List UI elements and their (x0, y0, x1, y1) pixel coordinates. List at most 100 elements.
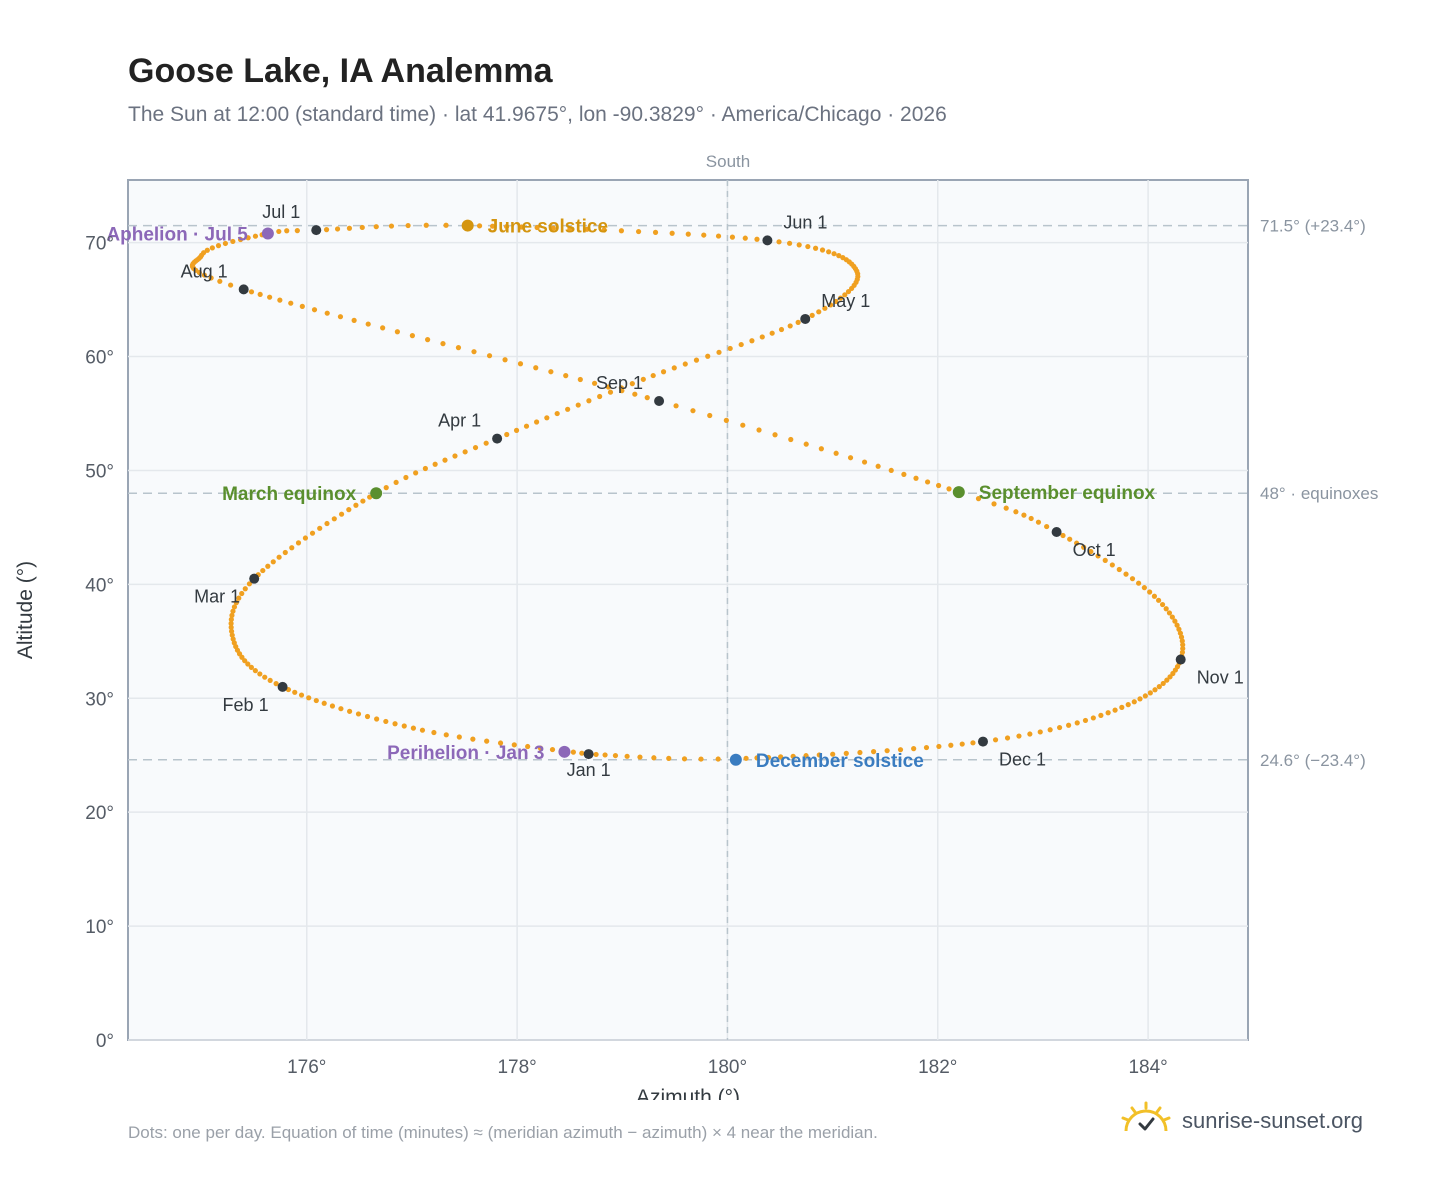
daily-sun-dot (260, 567, 266, 574)
daily-sun-dot (602, 752, 608, 758)
daily-sun-dot (392, 721, 398, 727)
daily-sun-dot (292, 689, 298, 695)
event-label: Aphelion · Jul 5 (106, 225, 248, 246)
daily-sun-dot (502, 357, 508, 363)
daily-sun-dot (795, 319, 801, 325)
daily-sun-dot (294, 228, 300, 234)
daily-sun-dot (579, 750, 585, 756)
month-marker-label: May 1 (821, 291, 870, 311)
daily-sun-dot (809, 312, 815, 318)
daily-sun-dot (1037, 729, 1043, 735)
y-tick-label: 40° (85, 575, 114, 596)
daily-sun-dot (857, 749, 863, 756)
daily-sun-dot (1180, 642, 1186, 648)
daily-sun-dot (295, 540, 302, 546)
month-marker (583, 749, 594, 760)
daily-sun-dot (422, 465, 428, 472)
daily-sun-dot (265, 563, 271, 569)
daily-sun-dot (393, 479, 399, 486)
daily-sun-dot (1109, 562, 1115, 568)
daily-sun-dot (1098, 712, 1104, 718)
daily-sun-dot (523, 423, 530, 429)
daily-sun-dot (359, 224, 365, 231)
daily-sun-dot (334, 226, 341, 232)
daily-sun-dot (248, 664, 254, 670)
daily-sun-dot (946, 486, 952, 492)
daily-sun-dot (489, 223, 496, 229)
daily-sun-dot (936, 743, 942, 750)
daily-sun-dot (612, 752, 619, 759)
daily-sun-dot (276, 228, 282, 235)
daily-sun-dot (701, 232, 707, 238)
daily-sun-dot (1090, 715, 1096, 721)
daily-sun-dot (1147, 690, 1153, 696)
daily-sun-dot (462, 449, 468, 455)
daily-sun-dot (470, 736, 476, 742)
daily-sun-dot (252, 233, 259, 239)
daily-sun-dot (217, 278, 223, 284)
daily-sun-dot (550, 225, 556, 231)
daily-sun-dot (584, 226, 590, 232)
daily-sun-dot (1003, 505, 1009, 511)
daily-sun-dot (831, 251, 837, 257)
daily-sun-dot (847, 455, 854, 461)
daily-sun-dot (1147, 589, 1153, 595)
month-marker (1175, 654, 1186, 665)
daily-sun-dot (277, 297, 283, 303)
daily-sun-dot (690, 408, 696, 414)
month-marker (1051, 526, 1062, 537)
daily-sun-dot (403, 474, 409, 481)
daily-sun-dot (215, 243, 222, 249)
daily-sun-dot (1088, 548, 1094, 555)
daily-sun-dot (246, 581, 253, 587)
daily-sun-dot (209, 245, 215, 251)
daily-sun-dot (442, 457, 448, 463)
daily-sun-dot (803, 441, 809, 447)
daily-sun-dot (518, 224, 525, 230)
daily-sun-dot (818, 446, 824, 452)
month-marker-label: Apr 1 (438, 411, 481, 431)
daily-sun-dot (504, 223, 510, 230)
daily-sun-dot (282, 549, 288, 556)
daily-sun-dot (833, 450, 839, 456)
daily-sun-dot (605, 384, 612, 390)
daily-sun-dot (337, 314, 344, 320)
daily-sun-dot (787, 240, 793, 246)
daily-sun-dot (788, 436, 794, 443)
footnote: Dots: one per day. Equation of time (min… (128, 1123, 878, 1142)
month-marker-label: Mar 1 (194, 587, 240, 607)
daily-sun-dot (822, 305, 828, 311)
daily-sun-dot (591, 380, 598, 386)
daily-sun-dot (1129, 576, 1136, 582)
daily-sun-dot (1166, 610, 1173, 616)
daily-sun-dot (650, 372, 656, 379)
daily-sun-dot (533, 365, 539, 371)
daily-sun-dot (1164, 677, 1170, 683)
page-title: Goose Lake, IA Analemma (128, 52, 553, 90)
daily-sun-dot (431, 729, 437, 736)
daily-sun-dot (652, 229, 659, 235)
month-marker (238, 284, 249, 295)
daily-sun-dot (759, 334, 765, 340)
daily-sun-dot (311, 307, 318, 313)
daily-sun-dot (443, 222, 449, 228)
brand[interactable]: sunrise-sunset.org (1120, 1101, 1363, 1140)
daily-sun-dot (624, 753, 630, 759)
daily-sun-dot (364, 713, 371, 720)
daily-sun-dot (716, 349, 722, 355)
daily-sun-dot (884, 748, 890, 754)
x-tick-label: 176° (287, 1057, 326, 1078)
daily-sun-dot (923, 744, 930, 751)
daily-sun-dot (476, 223, 483, 229)
daily-sun-dot (833, 298, 839, 305)
daily-sun-dot (743, 755, 749, 761)
daily-sun-dot (273, 681, 279, 687)
daily-sun-dot (324, 520, 330, 527)
daily-sun-dot (991, 501, 997, 507)
plot-area (127, 179, 1249, 1041)
daily-sun-dot (992, 737, 999, 743)
daily-sun-dot (313, 697, 319, 704)
daily-sun-dot (637, 754, 643, 760)
daily-sun-dot (410, 725, 417, 731)
daily-sun-dot (1156, 684, 1162, 690)
